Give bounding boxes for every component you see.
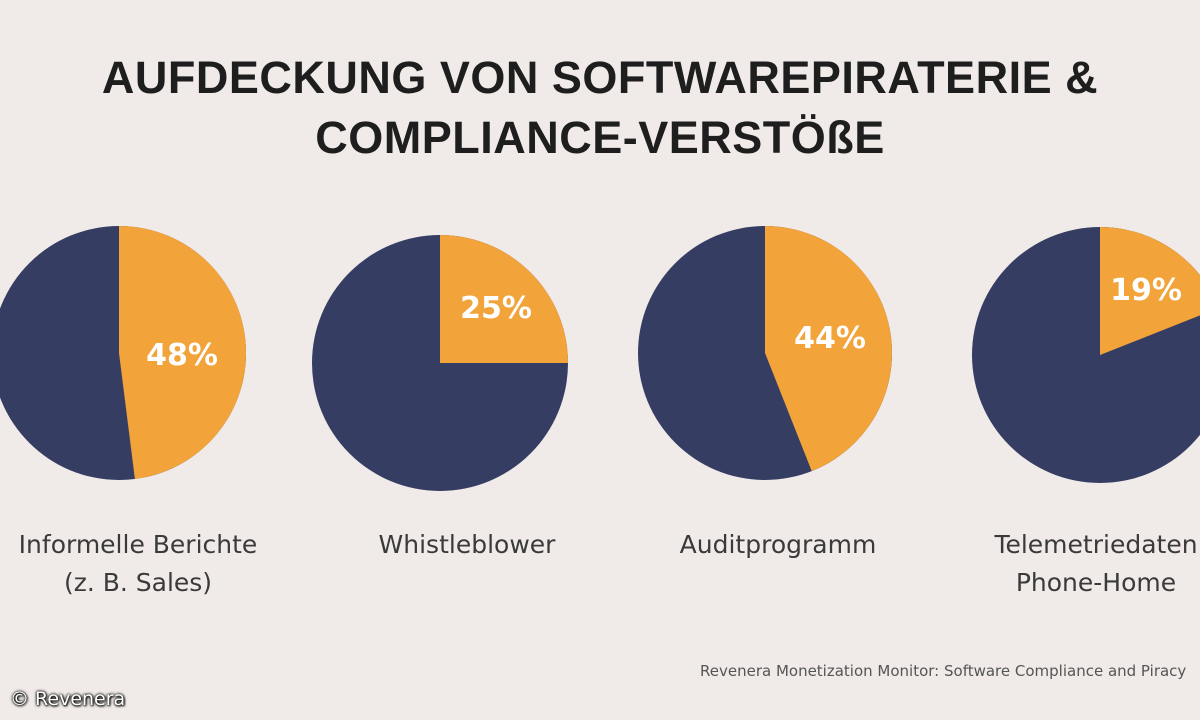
- category-label-auditprogramm: Auditprogramm: [608, 526, 948, 564]
- copyright-watermark: © Revenera: [10, 688, 126, 710]
- pie-telemetriedaten: 19%: [972, 227, 1200, 483]
- pie-auditprogramm-value-label: 44%: [794, 321, 866, 356]
- pie-whistleblower-value-label: 25%: [460, 291, 532, 326]
- category-label-line: Telemetriedaten: [994, 530, 1198, 559]
- chart-title: AUFDECKUNG VON SOFTWAREPIRATERIE & COMPL…: [0, 48, 1200, 168]
- chart-title-line-1: AUFDECKUNG VON SOFTWAREPIRATERIE &: [101, 52, 1099, 103]
- category-label-line: Auditprogramm: [679, 530, 877, 559]
- chart-title-line-2: COMPLIANCE-VERSTÖßE: [315, 112, 885, 163]
- pie-informelle-berichte: 48%: [0, 226, 247, 480]
- pie-informelle-berichte-value-label: 48%: [146, 338, 218, 373]
- pie-whistleblower-slice: [440, 235, 568, 363]
- pie-whistleblower: 25%: [312, 235, 568, 491]
- category-label-line: Whistleblower: [378, 530, 556, 559]
- pie-telemetriedaten-slice: [1100, 227, 1200, 355]
- pie-informelle-berichte-slice: [119, 226, 247, 479]
- category-label-line: Informelle Berichte: [18, 530, 258, 559]
- category-label-whistleblower: Whistleblower: [297, 526, 637, 564]
- source-note: Revenera Monetization Monitor: Software …: [700, 662, 1187, 680]
- category-label-telemetriedaten: Telemetriedaten Phone-Home: [926, 526, 1200, 602]
- pie-auditprogramm-slice: [765, 226, 892, 472]
- pie-auditprogramm: 44%: [638, 226, 892, 480]
- pie-telemetriedaten-value-label: 19%: [1110, 273, 1182, 308]
- category-label-line: (z. B. Sales): [63, 568, 213, 597]
- category-label-line: Phone-Home: [1015, 568, 1177, 597]
- category-label-informelle-berichte: Informelle Berichte (z. B. Sales): [0, 526, 308, 602]
